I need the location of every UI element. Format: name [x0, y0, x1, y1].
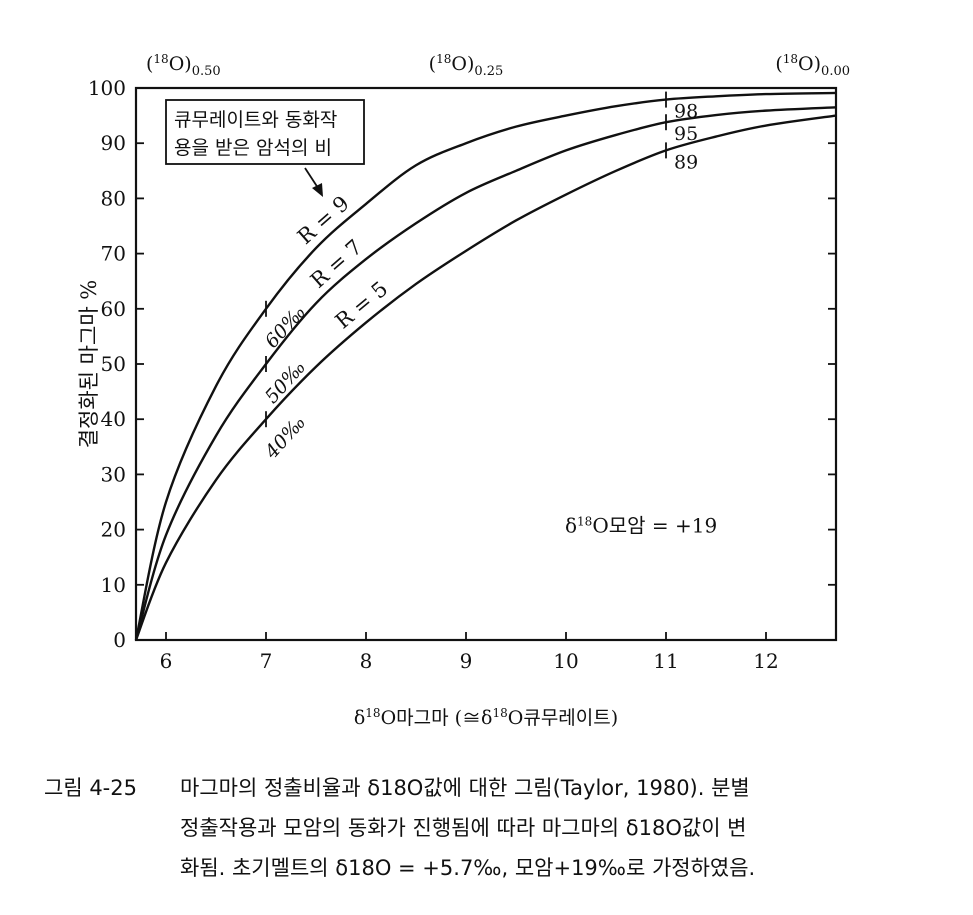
y-axis-title: 결정화된 마그마 %: [77, 280, 101, 449]
series-line-1: [134, 91, 837, 641]
caption-line-3: 화됨. 초기멜트의 δ18O = +5.7‰, 모암+19‰로 가정하였음.: [180, 856, 756, 880]
chart: 6 7 8 9 10 11 120102030405060708090100(18O)0.5…: [77, 52, 850, 729]
caption-label: 그림 4-25: [44, 776, 137, 800]
pct-label: 50‰: [261, 356, 311, 408]
y-tick-label: 40: [101, 407, 126, 431]
y-tick-label: 10: [101, 573, 126, 597]
pct-label: 60‰: [261, 301, 311, 353]
series-layer: [134, 91, 837, 641]
x-tick-label: 11: [653, 649, 678, 673]
x-tick-label: 7: [260, 649, 273, 673]
ratio-annotation-box: [165, 99, 365, 165]
y-tick-label: 30: [101, 462, 126, 486]
x-tick-label: 10: [553, 649, 578, 673]
series-line-3: [134, 114, 837, 641]
annotation-arrow-head: [312, 183, 323, 197]
end-label: 95: [674, 123, 698, 145]
top-axis-label: (18O)0.00: [775, 52, 850, 79]
y-tick-label: 70: [101, 242, 126, 266]
top-axis-label: (18O)0.25: [429, 52, 504, 79]
y-tick-label: 80: [101, 186, 126, 210]
x-tick-label: 8: [360, 649, 373, 673]
figure-caption: 그림 4-25 마그마의 정출비율과 δ18O값에 대한 그림(Taylor, 1…: [44, 768, 944, 888]
y-tick-label: 60: [101, 297, 126, 321]
x-tick-label: 12: [753, 649, 778, 673]
wallrock-annotation: δ18O모암 = +19: [565, 513, 717, 537]
x-tick-label: 9: [460, 649, 473, 673]
y-tick-label: 50: [101, 352, 126, 376]
top-axis-label: (18O)0.50: [146, 52, 221, 79]
ratio-annotation-line-1: 큐무레이트와 동화작: [174, 109, 337, 131]
series-line-2: [134, 106, 837, 641]
end-label: 89: [674, 151, 698, 173]
y-tick-label: 100: [88, 76, 126, 100]
axes: 6 7 8 9 10 11 120102030405060708090100(18O)0.5…: [77, 52, 850, 729]
y-tick-label: 0: [113, 628, 126, 652]
y-tick-label: 90: [101, 131, 126, 155]
caption-line-1: 마그마의 정출비율과 δ18O값에 대한 그림(Taylor, 1980). 분…: [180, 776, 750, 800]
x-tick-label: 6: [160, 649, 173, 673]
pct-label: 40‰: [260, 411, 310, 463]
ratio-annotation-line-2: 용을 받은 암석의 비: [174, 137, 332, 159]
caption-line-2: 정출작용과 모암의 동화가 진행됨에 따라 마그마의 δ18O값이 변: [180, 816, 747, 840]
end-label: 98: [674, 101, 698, 123]
y-tick-label: 20: [101, 518, 126, 542]
x-axis-title: δ18O마그마 (≅δ18O큐무레이트): [354, 706, 618, 729]
plot-frame: [134, 86, 838, 642]
